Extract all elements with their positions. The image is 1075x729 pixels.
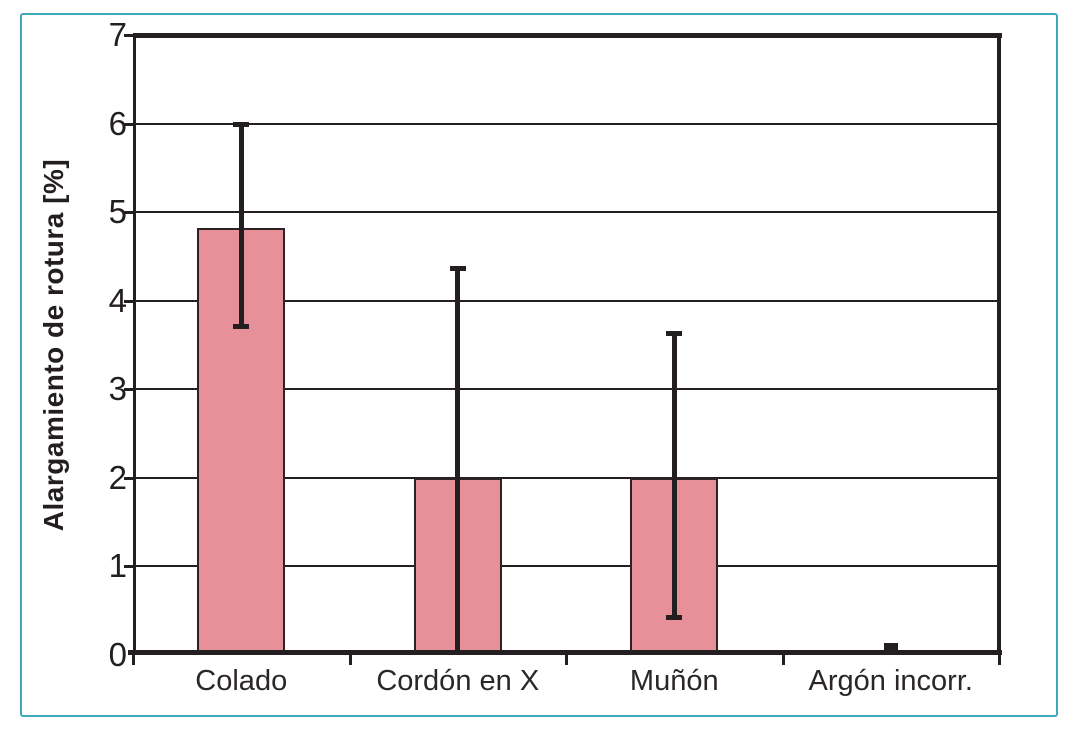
x-category-label-colado: Colado [195,665,288,697]
x-category-label-cordon-en-x: Cordón en X [376,665,540,697]
gridline-y6 [133,122,999,125]
y-axis-line [133,35,136,655]
error-bar-colado-line [238,123,244,328]
x-tick-3 [781,655,785,665]
y-tick-label-3: 3 [108,370,127,408]
y-tick-label-5: 5 [108,193,127,231]
plot-top-border [133,33,1002,38]
x-tick-0 [132,655,135,665]
gridline-y2 [133,476,999,479]
x-tick-1 [348,655,352,665]
error-bar-cordon-en-x-line [455,267,461,650]
x-tick-2 [565,655,568,665]
y-tick-label-1: 1 [108,547,127,585]
y-tick-6 [124,122,133,126]
error-bar-colado-cap-top [233,121,250,127]
y-tick-4 [124,299,133,303]
figure-border-frame [20,13,1058,717]
y-tick-label-7: 7 [108,16,127,53]
y-tick-1 [124,565,133,569]
error-bar-cordon-en-x-cap-top [449,265,466,271]
gridline-y5 [133,211,999,214]
y-tick-2 [124,476,133,480]
y-tick-7 [124,34,133,37]
x-category-label-munon: Muñón [629,665,719,697]
gridline-y3 [133,388,999,391]
y-tick-3 [124,388,133,392]
y-tick-label-4: 4 [108,281,127,319]
error-bar-munon-line [671,332,677,618]
bar-argon-incorr-zero-mark [883,643,898,650]
x-category-label-argon-incorr: Argón incorr. [808,665,973,697]
plot-right-border [997,35,1001,655]
gridline-y1 [133,565,999,568]
error-bar-munon-cap-bottom [666,614,683,620]
x-axis-line [128,650,1002,655]
y-tick-label-0: 0 [108,636,127,673]
y-tick-label-2: 2 [108,458,127,496]
x-tick-4 [998,655,1001,665]
gridline-y4 [133,299,999,302]
y-tick-5 [124,211,133,215]
y-tick-label-6: 6 [108,104,127,142]
error-bar-munon-cap-top [666,330,683,336]
error-bar-colado-cap-bottom [233,324,250,330]
